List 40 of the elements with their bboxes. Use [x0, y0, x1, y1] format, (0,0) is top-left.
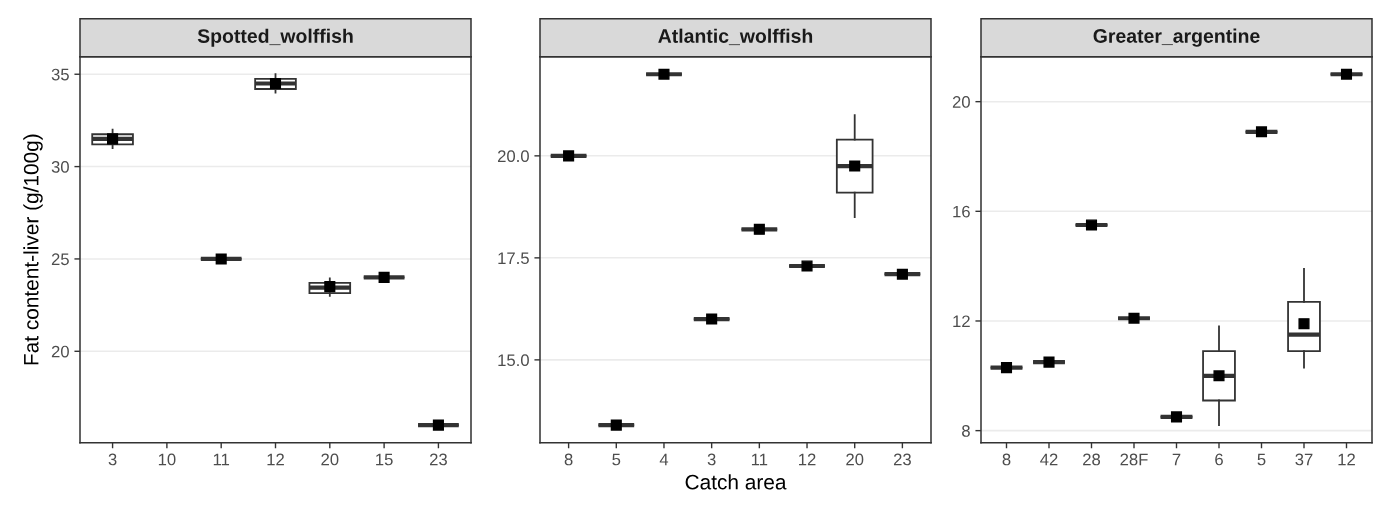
- x-tick-label: 28F: [1120, 453, 1148, 466]
- y-tick-label: 20: [51, 345, 69, 358]
- y-tick-label: 25: [51, 253, 69, 266]
- x-tick-label: 42: [1040, 453, 1058, 466]
- y-tick-label: 15.0: [498, 354, 529, 367]
- x-axis-title: Catch area: [685, 474, 787, 490]
- x-tick-label: 37: [1295, 453, 1313, 466]
- x-tick-label: 6: [1215, 453, 1223, 466]
- x-tick-label: 10: [158, 453, 176, 466]
- y-tick-label: 30: [51, 160, 69, 173]
- x-tick-label: 8: [1002, 453, 1011, 466]
- x-tick-label: 8: [564, 453, 573, 466]
- x-tick-label: 3: [108, 453, 117, 466]
- y-tick-label: 12: [953, 315, 970, 328]
- x-tick-label: 4: [659, 453, 669, 466]
- x-tick-label: 28: [1083, 453, 1101, 466]
- y-tick-label: 20.0: [497, 150, 529, 163]
- chart-title: Atlantic_wolffish: [658, 28, 813, 46]
- x-tick-label: 15: [376, 453, 393, 466]
- x-tick-label: 23: [429, 453, 447, 466]
- x-tick-label: 7: [1172, 453, 1181, 466]
- x-tick-label: 11: [213, 453, 230, 466]
- x-tick-label: 12: [1338, 453, 1355, 466]
- x-tick-label: 20: [321, 453, 339, 466]
- y-tick-label: 35: [51, 68, 69, 81]
- chart-title: Spotted_wolffish: [197, 28, 353, 47]
- x-tick-label: 5: [612, 453, 621, 466]
- x-tick-label: 12: [267, 453, 284, 466]
- y-tick-label: 17.5: [498, 252, 529, 265]
- x-tick-label: 3: [707, 453, 716, 466]
- x-tick-label: 5: [1257, 453, 1266, 466]
- x-tick-label: 11: [751, 453, 768, 466]
- x-tick-label: 12: [799, 453, 816, 466]
- y-tick-label: 8: [962, 425, 970, 437]
- y-axis-title: Fat content-liver (g/100g): [23, 134, 43, 365]
- x-tick-label: 20: [846, 453, 864, 466]
- x-tick-label: 23: [893, 453, 911, 466]
- y-tick-label: 16: [953, 205, 970, 218]
- chart-title: Greater_argentine: [1093, 28, 1260, 47]
- y-tick-label: 20: [952, 96, 970, 108]
